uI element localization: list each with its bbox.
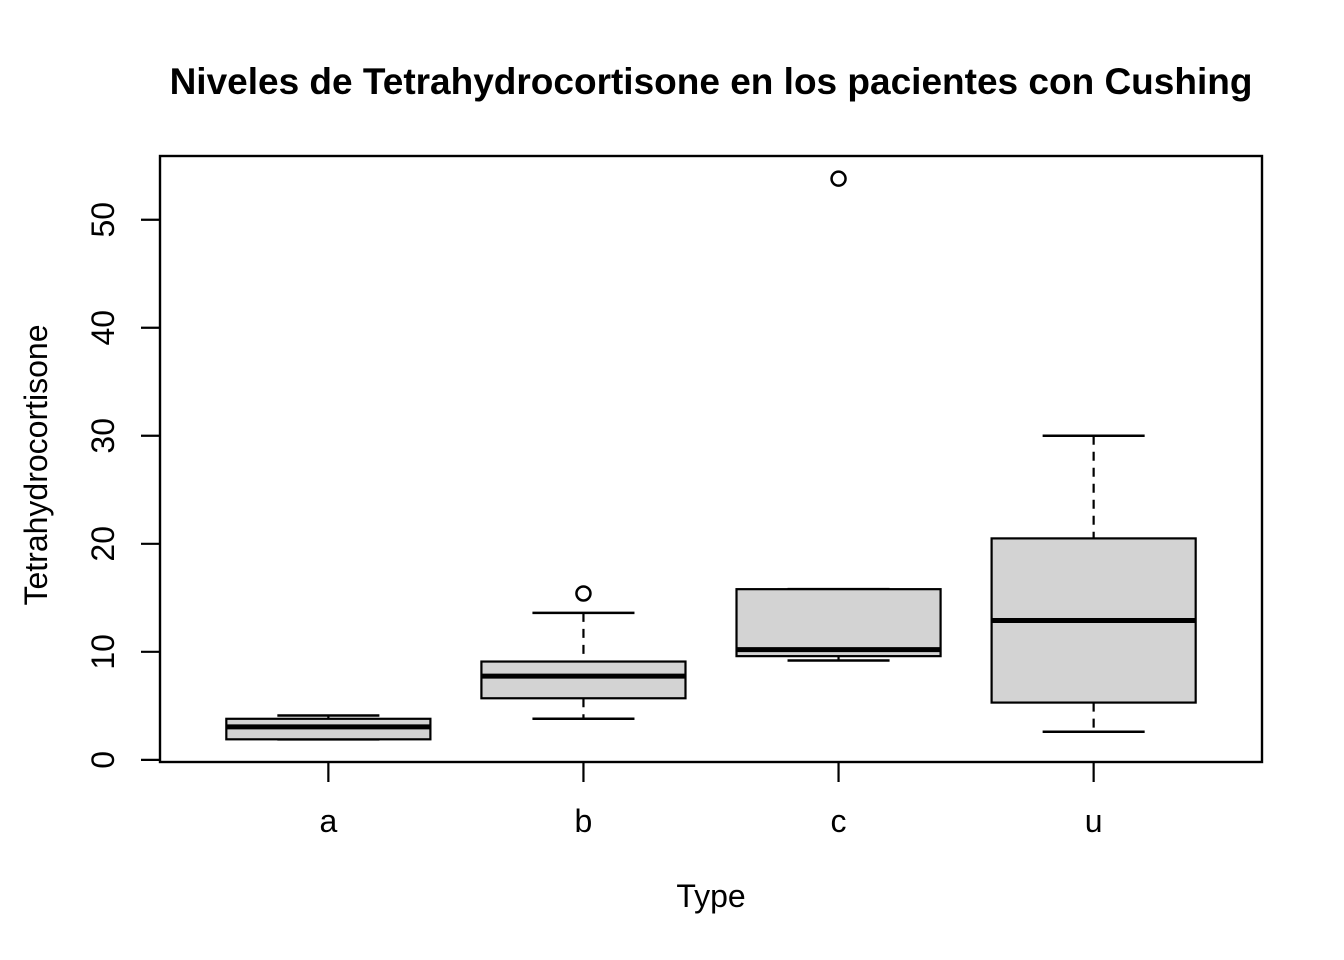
plot-border (158, 154, 1264, 764)
y-tick-label: 20 (85, 526, 121, 562)
chart-title: Niveles de Tetrahydrocortisone en los pa… (169, 61, 1253, 102)
box (480, 660, 687, 700)
y-tick-label: 40 (85, 310, 121, 346)
y-tick-label: 0 (85, 751, 121, 769)
x-tick-label: c (831, 803, 847, 839)
x-axis-title: Type (676, 878, 746, 914)
x-tick-label: a (319, 803, 337, 839)
outlier-point (830, 170, 847, 187)
y-tick-label: 30 (85, 418, 121, 454)
y-tick-label: 50 (85, 202, 121, 238)
x-tick-label: b (575, 803, 593, 839)
box (735, 588, 942, 658)
outlier-point (575, 585, 592, 602)
y-tick-label: 10 (85, 634, 121, 670)
x-tick-label: u (1085, 803, 1103, 839)
